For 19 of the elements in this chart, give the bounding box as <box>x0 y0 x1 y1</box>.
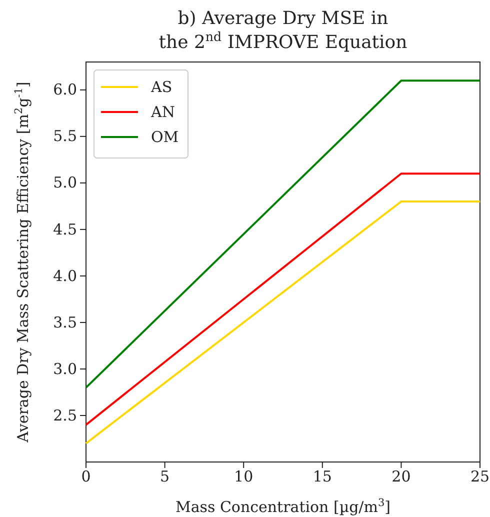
y-tick-label: 5.5 <box>53 127 77 146</box>
y-tick-label: 2.5 <box>53 406 77 424</box>
y-tick-label: 3.0 <box>53 360 77 378</box>
legend-label: AN <box>150 103 175 121</box>
legend-label: AS <box>150 78 172 96</box>
legend-label: OM <box>151 128 179 146</box>
x-tick-label: 15 <box>312 468 332 486</box>
y-tick-label: 4.5 <box>53 220 77 238</box>
x-tick-label: 5 <box>160 468 170 486</box>
x-tick-label: 20 <box>392 468 411 486</box>
x-tick-label: 0 <box>81 468 91 486</box>
y-tick-label: 5.0 <box>53 174 77 192</box>
y-tick-label: 3.5 <box>53 313 77 332</box>
y-tick-label: 6.0 <box>53 80 77 99</box>
x-tick-label: 25 <box>470 468 490 486</box>
x-axis-title: Mass Concentration [µg/m$^{3}$] <box>175 497 391 516</box>
y-tick-label: 4.0 <box>53 266 77 285</box>
chart-title: b) Average Dry MSE in the 2$^{nd}$ IMPROVE Equation <box>158 8 408 53</box>
x-tick-label: 10 <box>234 468 254 486</box>
